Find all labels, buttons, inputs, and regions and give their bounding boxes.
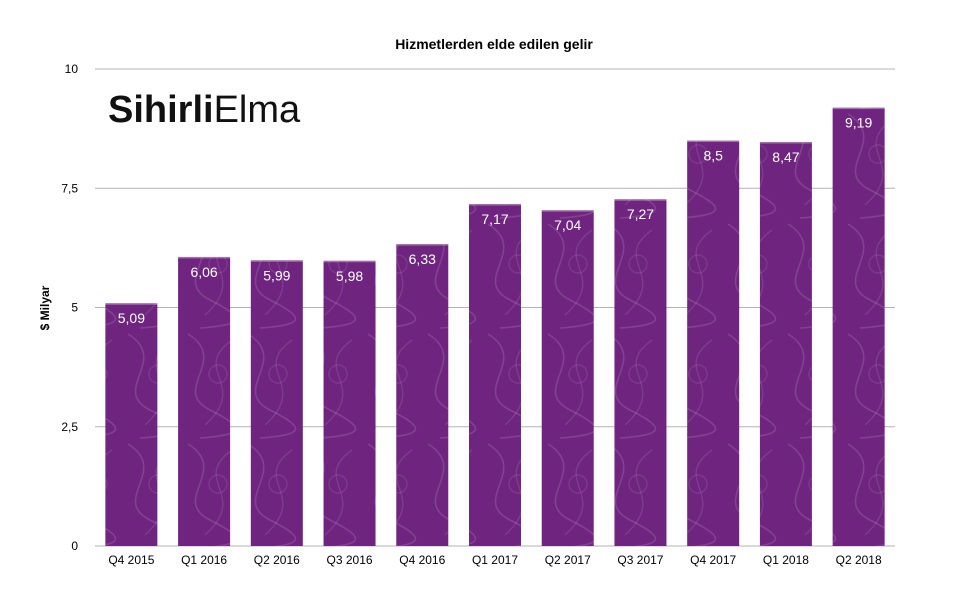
bar-texture xyxy=(687,140,740,547)
chart-title: Hizmetlerden elde edilen gelir xyxy=(395,36,593,52)
data-label: 5,98 xyxy=(336,268,363,284)
bars xyxy=(105,107,885,547)
bar-top-highlight xyxy=(105,303,158,305)
x-tick-label: Q4 2016 xyxy=(399,553,445,567)
x-tick-label: Q1 2017 xyxy=(472,553,518,567)
data-label: 9,19 xyxy=(845,115,872,131)
bar-texture xyxy=(323,260,376,546)
y-tick-label: 0 xyxy=(71,539,78,553)
data-labels: 5,09 6,06 5,99 5,98 6,33 7,17 7,04 7,27 8,5 8,47 9… xyxy=(118,115,873,327)
y-tick-label: 5 xyxy=(71,301,78,315)
data-label: 7,27 xyxy=(627,206,654,222)
bar-top-highlight xyxy=(323,260,376,263)
y-tick-label: 2,5 xyxy=(61,420,78,434)
x-tick-label: Q4 2017 xyxy=(690,553,736,567)
bar-top-highlight xyxy=(614,199,667,201)
logo-bold-text: Sihirli xyxy=(108,89,214,131)
bar-top-highlight xyxy=(541,210,594,212)
x-tick-label: Q3 2017 xyxy=(617,553,663,567)
y-tick-label: 7,5 xyxy=(61,181,78,195)
data-label: 8,47 xyxy=(772,149,799,165)
data-label: 7,04 xyxy=(554,217,581,233)
x-tick-label: Q2 2018 xyxy=(836,553,882,567)
logo-light-text: Elma xyxy=(214,89,301,131)
y-axis-ticks: 0 2,5 5 7,5 10 xyxy=(61,62,78,553)
bar-top-highlight xyxy=(469,203,521,206)
data-label: 6,06 xyxy=(190,264,217,280)
bar-top-highlight xyxy=(396,244,449,246)
data-label: 5,09 xyxy=(118,310,145,326)
data-label: 7,17 xyxy=(481,211,508,227)
data-label: 5,99 xyxy=(263,267,290,283)
bar-top-highlight xyxy=(178,256,231,259)
bar-texture xyxy=(105,303,158,546)
y-tick-label: 10 xyxy=(65,62,79,76)
data-label: 8,5 xyxy=(703,148,723,164)
logo: SihirliElma xyxy=(108,89,301,131)
bar-texture xyxy=(396,244,449,546)
x-tick-label: Q4 2015 xyxy=(108,553,154,567)
x-tick-label: Q3 2016 xyxy=(327,553,373,567)
x-tick-label: Q1 2016 xyxy=(181,553,227,567)
bar-texture xyxy=(832,107,885,547)
x-axis-ticks: Q4 2015 Q1 2016 Q2 2016 Q3 2016 Q4 2016 Q1 20… xyxy=(108,553,882,567)
x-tick-label: Q1 2018 xyxy=(763,553,809,567)
bar-top-highlight xyxy=(832,107,885,110)
bar-texture xyxy=(614,199,667,546)
bar-top-highlight xyxy=(759,141,812,144)
data-label: 6,33 xyxy=(409,251,436,267)
y-axis-label: $ Milyar xyxy=(38,285,52,330)
bar-top-highlight xyxy=(250,260,303,262)
bar-texture xyxy=(541,210,594,546)
bar-texture xyxy=(469,203,521,546)
bar-texture xyxy=(178,256,231,546)
bar-top-highlight xyxy=(687,140,740,143)
x-tick-label: Q2 2016 xyxy=(254,553,300,567)
bar-texture xyxy=(250,260,303,546)
x-tick-label: Q2 2017 xyxy=(545,553,591,567)
bar-texture xyxy=(759,141,812,546)
